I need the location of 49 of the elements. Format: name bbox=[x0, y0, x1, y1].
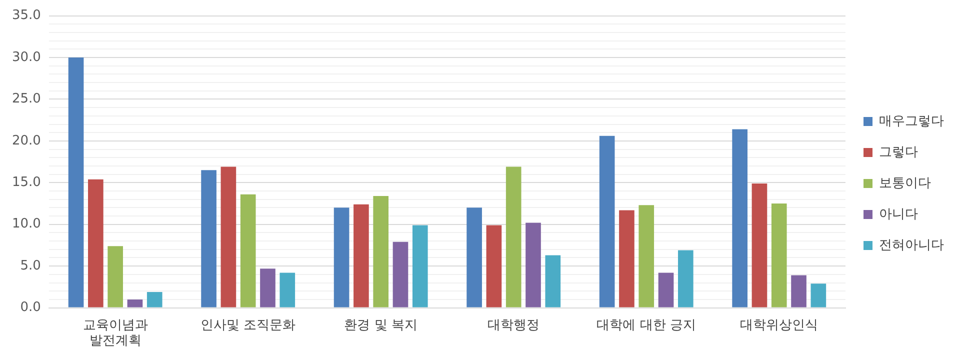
x-tick-label: 인사및 조직문화 bbox=[200, 318, 296, 333]
x-tick-label: 대학위상인식 bbox=[740, 318, 818, 333]
bar bbox=[146, 292, 162, 308]
bar bbox=[526, 222, 541, 308]
x-tick-label: 교육이념과 발전계획 bbox=[82, 318, 148, 349]
bar bbox=[108, 246, 123, 308]
bar bbox=[810, 284, 826, 308]
y-tick-label: 0.0 bbox=[20, 300, 41, 316]
bar bbox=[506, 166, 522, 308]
bar bbox=[260, 268, 276, 308]
bar bbox=[334, 208, 350, 308]
bar bbox=[545, 255, 561, 308]
legend-label: 매우그렇다 bbox=[879, 114, 944, 129]
bar bbox=[752, 183, 768, 308]
x-tick-label: 대학에 대한 긍지 bbox=[596, 318, 696, 333]
y-tick-label: 20.0 bbox=[12, 133, 41, 148]
bar bbox=[678, 250, 694, 308]
bar bbox=[658, 272, 674, 308]
bar bbox=[240, 194, 256, 308]
bar bbox=[68, 58, 84, 308]
y-tick-label: 10.0 bbox=[12, 216, 41, 232]
bar bbox=[466, 208, 482, 308]
bar bbox=[638, 205, 654, 308]
bar bbox=[201, 170, 216, 308]
bar bbox=[354, 204, 369, 308]
x-tick-label: 대학행정 bbox=[488, 318, 540, 333]
bar bbox=[486, 225, 502, 308]
y-tick-label: 15.0 bbox=[12, 175, 41, 190]
bar bbox=[392, 242, 408, 308]
bar bbox=[280, 272, 296, 308]
bar bbox=[599, 136, 615, 308]
bar bbox=[619, 210, 634, 308]
legend-label: 전혀아니다 bbox=[879, 238, 944, 253]
y-tick-label: 35.0 bbox=[12, 8, 41, 24]
bar bbox=[88, 179, 104, 308]
bar bbox=[412, 225, 428, 308]
bar bbox=[373, 196, 389, 308]
bar bbox=[771, 204, 787, 308]
bar bbox=[127, 299, 143, 308]
bar bbox=[220, 166, 236, 308]
bar bbox=[732, 129, 748, 308]
bar bbox=[791, 275, 806, 308]
legend-label: 아니다 bbox=[879, 206, 918, 222]
y-tick-label: 25.0 bbox=[12, 92, 41, 107]
x-tick-label: 환경 및 복지 bbox=[344, 318, 418, 333]
y-tick-label: 5.0 bbox=[20, 258, 41, 274]
y-tick-label: 30.0 bbox=[12, 50, 41, 65]
legend-label: 그렇다 bbox=[879, 144, 918, 160]
legend-label: 보통이다 bbox=[879, 176, 931, 191]
